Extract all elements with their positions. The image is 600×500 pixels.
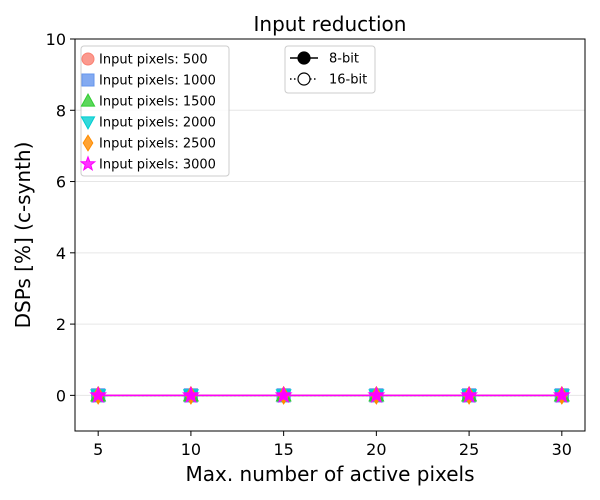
series-layer xyxy=(89,385,571,405)
chart-title: Input reduction xyxy=(254,12,407,36)
y-tick-label: 6 xyxy=(56,173,66,192)
y-tick-label: 2 xyxy=(56,315,66,334)
x-tick-label: 20 xyxy=(366,440,386,459)
legend-marker-series-3 xyxy=(80,93,96,107)
legend-marker-series-5 xyxy=(82,134,94,152)
legend-marker-style-2 xyxy=(297,72,311,86)
series-legend: Input pixels: 500 Input pixels: 1000 Input… xyxy=(79,45,230,177)
legend-marker-series-2 xyxy=(81,73,95,87)
legend-marker-series-6 xyxy=(79,155,97,171)
y-tick-label: 0 xyxy=(56,386,66,405)
legend-marker-series-4 xyxy=(80,116,96,130)
data-point-16bit xyxy=(89,386,107,403)
legend-label-series-1: Input pixels: 500 xyxy=(99,53,208,68)
style-legend: 8-bit 16-bit xyxy=(284,45,376,94)
data-point-16bit xyxy=(274,386,293,403)
legend-label-style-1: 8-bit xyxy=(329,52,359,67)
x-tick-label: 15 xyxy=(273,440,293,459)
data-point-16bit xyxy=(460,386,478,403)
data-point-16bit xyxy=(553,386,571,403)
y-tick-label: 8 xyxy=(56,101,66,120)
x-tick-label: 25 xyxy=(459,440,479,459)
legend-label-series-3: Input pixels: 1500 xyxy=(99,95,216,110)
series-legend-box xyxy=(80,45,230,177)
series-6 xyxy=(89,386,571,403)
x-tick-label: 10 xyxy=(181,440,201,459)
y-tick-label: 10 xyxy=(46,30,66,49)
ticks: 0 2 4 6 8 10 5 10 15 20 25 30 xyxy=(46,30,572,459)
x-tick-label: 5 xyxy=(93,440,103,459)
x-axis-label: Max. number of active pixels xyxy=(185,462,474,486)
y-tick-label: 4 xyxy=(56,244,66,263)
legend-label-series-6: Input pixels: 3000 xyxy=(99,158,216,173)
plot-frame xyxy=(74,38,586,432)
legend-marker-style-1 xyxy=(297,51,311,65)
y-axis-label: DSPs [%] (c-synth) xyxy=(11,142,35,329)
legend-label-series-4: Input pixels: 2000 xyxy=(99,116,216,131)
data-point-16bit xyxy=(182,386,200,403)
x-tick-label: 30 xyxy=(552,440,572,459)
legend-label-series-5: Input pixels: 2500 xyxy=(99,137,216,152)
legend-marker-series-1 xyxy=(81,52,95,66)
legend-label-style-2: 16-bit xyxy=(329,73,367,88)
data-point-16bit xyxy=(367,386,386,403)
legend-label-series-2: Input pixels: 1000 xyxy=(99,74,216,89)
